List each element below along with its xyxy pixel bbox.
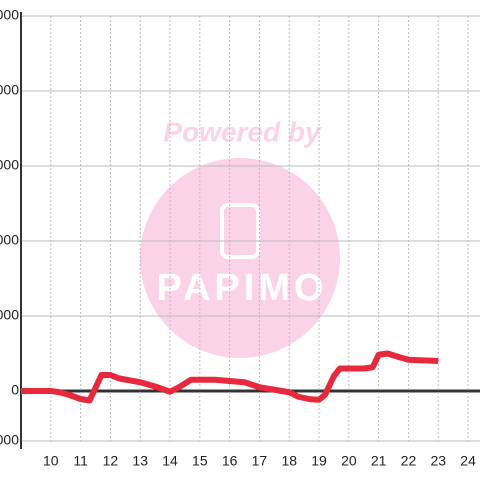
x-tick-label: 21: [371, 453, 387, 469]
x-tick-label: 23: [430, 453, 446, 469]
x-tick-label: 24: [460, 453, 476, 469]
y-tick-label: 0: [11, 382, 19, 398]
x-tick-label: 14: [162, 453, 178, 469]
x-tick-label: 19: [311, 453, 327, 469]
x-tick-label: 12: [103, 453, 119, 469]
y-tick-label: -20,000: [0, 432, 19, 448]
y-tick-label: 150,000: [0, 7, 19, 23]
x-tick-label: 22: [401, 453, 417, 469]
y-tick-label: 30,000: [0, 307, 19, 323]
x-tick-label: 13: [132, 453, 148, 469]
x-tick-label: 16: [222, 453, 238, 469]
watermark: Powered by: [163, 116, 322, 147]
x-tick-label: 20: [341, 453, 357, 469]
logo-icon: [220, 203, 260, 259]
x-tick-label: 10: [43, 453, 59, 469]
x-tick-label: 17: [252, 453, 268, 469]
y-tick-label: 60,000: [0, 232, 19, 248]
line: [21, 350, 439, 404]
plot: [21, 350, 439, 404]
grid: [20, 12, 480, 449]
x-tick-label: 18: [281, 453, 297, 469]
x-tick-label: 15: [192, 453, 208, 469]
logo-text: PAPIMO: [156, 267, 327, 309]
x-tick-label: 11: [73, 453, 88, 469]
y-tick-label: 120,000: [0, 82, 19, 98]
y-tick-label: 90,000: [0, 157, 19, 173]
